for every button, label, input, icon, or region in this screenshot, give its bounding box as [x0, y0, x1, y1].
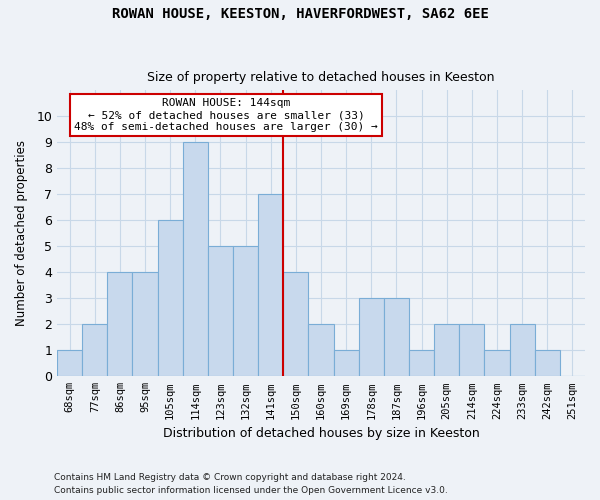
Bar — [233, 246, 258, 376]
Bar — [208, 246, 233, 376]
Bar — [509, 324, 535, 376]
Text: Contains HM Land Registry data © Crown copyright and database right 2024.: Contains HM Land Registry data © Crown c… — [54, 472, 406, 482]
X-axis label: Distribution of detached houses by size in Keeston: Distribution of detached houses by size … — [163, 427, 479, 440]
Bar — [133, 272, 158, 376]
Bar — [283, 272, 308, 376]
Bar — [107, 272, 133, 376]
Text: ROWAN HOUSE, KEESTON, HAVERFORDWEST, SA62 6EE: ROWAN HOUSE, KEESTON, HAVERFORDWEST, SA6… — [112, 8, 488, 22]
Bar — [484, 350, 509, 376]
Bar — [158, 220, 183, 376]
Bar — [258, 194, 283, 376]
Bar — [409, 350, 434, 376]
Text: ROWAN HOUSE: 144sqm
← 52% of detached houses are smaller (33)
48% of semi-detach: ROWAN HOUSE: 144sqm ← 52% of detached ho… — [74, 98, 378, 132]
Bar — [308, 324, 334, 376]
Text: Contains public sector information licensed under the Open Government Licence v3: Contains public sector information licen… — [54, 486, 448, 495]
Bar — [359, 298, 384, 376]
Y-axis label: Number of detached properties: Number of detached properties — [15, 140, 28, 326]
Bar — [183, 142, 208, 376]
Bar — [334, 350, 359, 376]
Bar — [535, 350, 560, 376]
Bar — [384, 298, 409, 376]
Bar — [82, 324, 107, 376]
Bar — [57, 350, 82, 376]
Title: Size of property relative to detached houses in Keeston: Size of property relative to detached ho… — [147, 72, 495, 85]
Bar — [460, 324, 484, 376]
Bar — [434, 324, 460, 376]
